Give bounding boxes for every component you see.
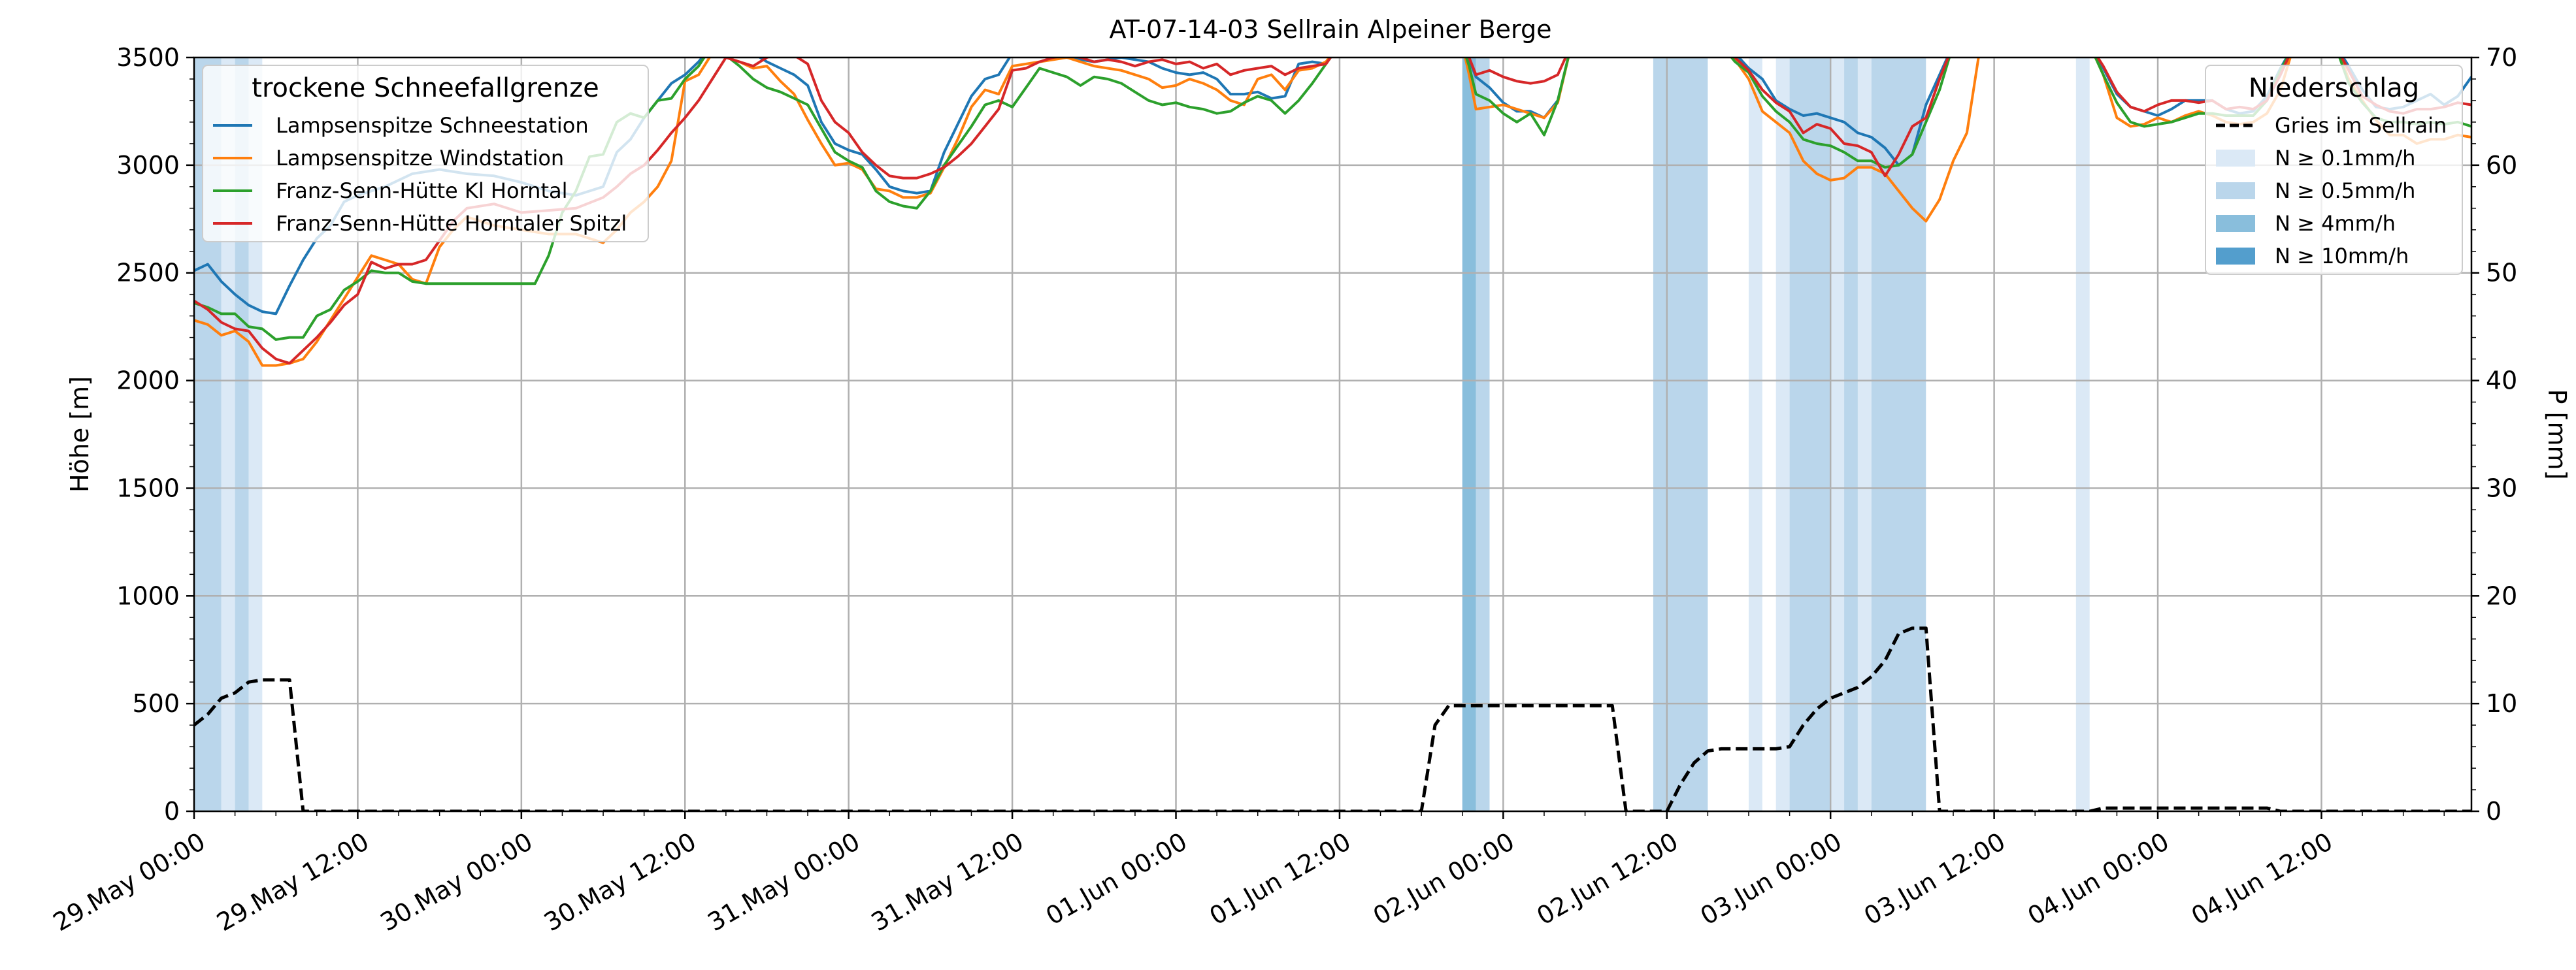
y-tick-label: 0: [164, 797, 180, 826]
x-tick-label: 03.Jun 12:00: [1859, 827, 2010, 931]
x-tick-label: 02.Jun 00:00: [1368, 827, 1519, 931]
legend-label: Lampsenspitze Windstation: [276, 146, 564, 170]
legend-label: N ≥ 10mm/h: [2275, 244, 2409, 268]
y2-tick-label: 10: [2486, 689, 2517, 718]
y2-tick-label: 70: [2486, 43, 2517, 72]
legend-swatch: [2216, 215, 2255, 232]
y-tick-label: 1000: [116, 581, 180, 610]
precip-band: [1748, 57, 1762, 811]
y2-tick-label: 30: [2486, 474, 2517, 502]
y2-axis-label: P [mm]: [2543, 389, 2571, 480]
series-line-3: [194, 57, 2471, 341]
legend-title: Niederschlag: [2249, 73, 2419, 103]
x-tick-label: 02.Jun 12:00: [1532, 827, 1683, 931]
precip-band: [1775, 57, 1790, 811]
chart-title: AT-07-14-03 Sellrain Alpeiner Berge: [1110, 15, 1552, 44]
legend-label: Franz-Senn-Hütte Horntaler Spitzl: [276, 211, 627, 236]
legend-precipitation: Niederschlag Gries im Sellrain N ≥ 0.1mm/h…: [2205, 65, 2463, 275]
y2-tick-label: 50: [2486, 259, 2517, 287]
x-tick-label: 29.May 12:00: [212, 827, 374, 937]
y2-tick-label: 60: [2486, 151, 2517, 180]
precip-band: [248, 57, 263, 811]
x-tick-label: 01.Jun 12:00: [1204, 827, 1355, 931]
legend-label: N ≥ 0.1mm/h: [2275, 146, 2415, 170]
legend-label: Gries im Sellrain: [2275, 113, 2447, 138]
y2-tick-label: 20: [2486, 581, 2517, 610]
x-tick-label: 31.May 12:00: [867, 827, 1029, 937]
x-tick-label: 04.Jun 00:00: [2023, 827, 2173, 931]
legend-swatch: [2216, 248, 2255, 265]
legend-label: Lampsenspitze Schneestation: [276, 113, 589, 138]
x-tick-label: 31.May 00:00: [702, 827, 865, 937]
precip-band: [1789, 57, 1831, 811]
y-tick-label: 500: [132, 689, 180, 718]
legend-label: N ≥ 4mm/h: [2275, 211, 2396, 236]
y-tick-label: 3000: [116, 151, 180, 180]
legend-label: Franz-Senn-Hütte Kl Horntal: [276, 178, 567, 203]
legend-box: [2205, 65, 2463, 275]
legend-label: N ≥ 0.5mm/h: [2275, 178, 2415, 203]
x-tick-label: 30.May 00:00: [376, 827, 538, 937]
precip-band: [1462, 57, 1476, 811]
y-tick-label: 3500: [116, 43, 180, 72]
y-tick-label: 2500: [116, 259, 180, 287]
x-tick-label: 01.Jun 00:00: [1041, 827, 1192, 931]
x-tick-label: 03.Jun 00:00: [1696, 827, 1847, 931]
plot-frame: [193, 56, 2473, 813]
y-axis-label: Höhe [m]: [65, 376, 94, 493]
precip-band: [235, 57, 249, 811]
precip-band: [221, 57, 235, 811]
precip-bands: [194, 57, 2090, 811]
precip-band: [1857, 57, 1872, 811]
precip-band: [2075, 57, 2090, 811]
precip-band: [1830, 57, 1845, 811]
x-tick-label: 04.Jun 12:00: [2187, 827, 2337, 931]
precip-band: [1476, 57, 1490, 811]
x-tick-label: 30.May 12:00: [539, 827, 701, 937]
x-tick-label: 29.May 00:00: [48, 827, 210, 937]
legend-box: [202, 65, 649, 242]
y-tick-label: 1500: [116, 474, 180, 502]
precip-band: [1653, 57, 1708, 811]
legend-snowline: trockene Schneefallgrenze Lampsenspitze S…: [202, 65, 649, 242]
y2-tick-label: 40: [2486, 366, 2517, 395]
legend-swatch: [2216, 182, 2255, 199]
series-line-5: [194, 626, 2471, 811]
legend-swatch: [2216, 150, 2255, 167]
legend-title: trockene Schneefallgrenze: [252, 73, 599, 103]
precip-band: [1871, 57, 1926, 811]
y2-tick-label: 0: [2486, 797, 2502, 826]
precip-band: [1844, 57, 1858, 811]
y-tick-label: 2000: [116, 366, 180, 395]
